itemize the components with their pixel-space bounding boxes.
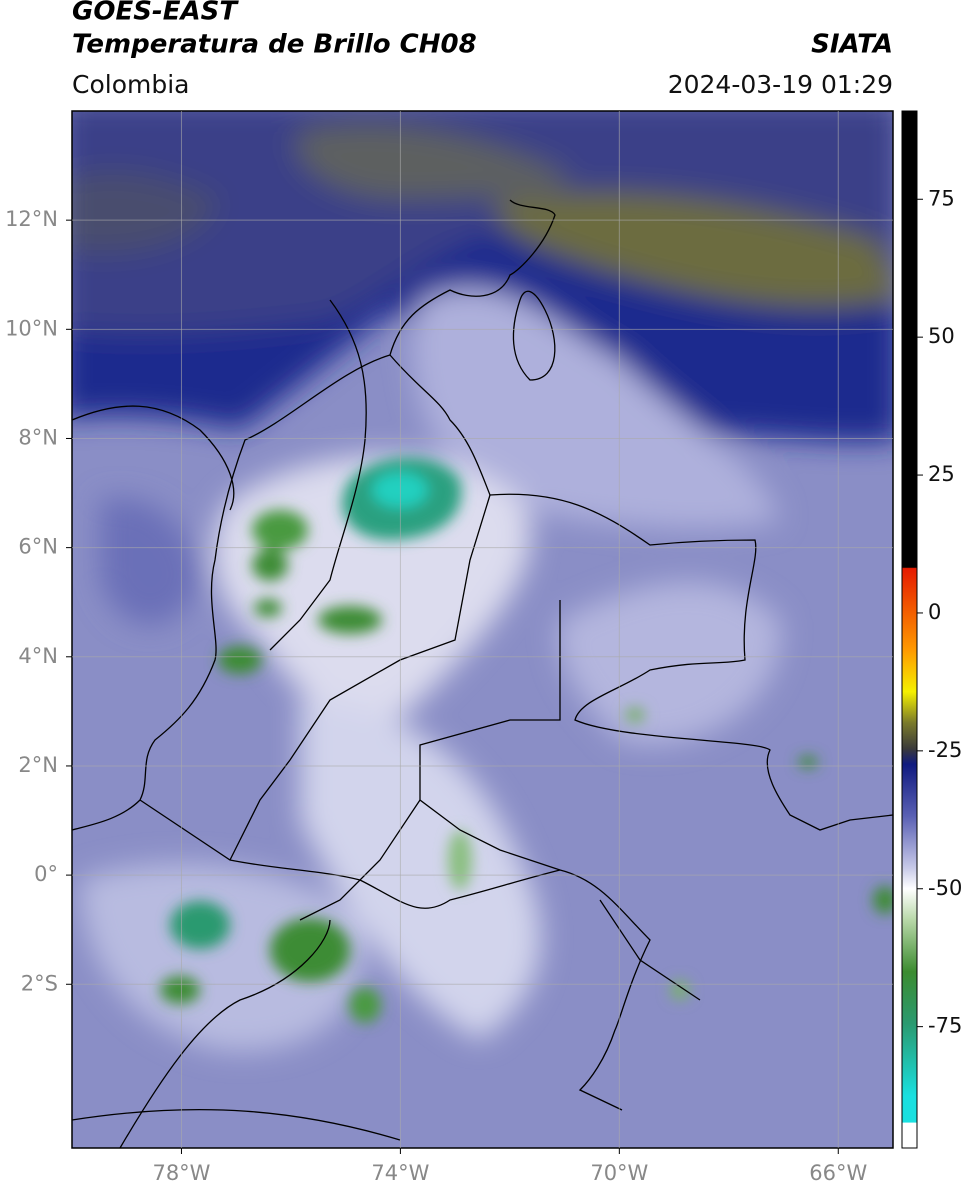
- region: Colombia: [72, 70, 189, 99]
- colorbar-label: -50: [928, 876, 962, 900]
- y-tick-label: 8°N: [18, 425, 58, 449]
- y-tick-label: 2°S: [21, 971, 58, 995]
- y-tick-label: 4°N: [18, 644, 58, 668]
- satellite-image: [72, 111, 893, 1148]
- timestamp: 2024-03-19 01:29: [668, 70, 893, 99]
- y-tick-label: 0°: [34, 862, 58, 886]
- x-tick-label: 70°W: [590, 1161, 648, 1185]
- borders: [72, 199, 893, 1148]
- colorbar-label: -25: [928, 738, 962, 762]
- y-tick-label: 2°N: [18, 753, 58, 777]
- map-frame: [71, 110, 894, 1149]
- colorbar: [901, 110, 918, 1149]
- x-tick-label: 74°W: [371, 1161, 429, 1185]
- y-tick-label: 6°N: [18, 535, 58, 559]
- colorbar-label: -75: [928, 1014, 962, 1038]
- colorbar-label: 50: [928, 324, 955, 348]
- colorbar-label: 75: [928, 186, 955, 210]
- y-tick-label: 12°N: [5, 207, 58, 231]
- satellite: GOES-EAST: [72, 0, 239, 27]
- x-tick-label: 66°W: [809, 1161, 867, 1185]
- colorbar-label: 0: [928, 600, 941, 624]
- source: SIATA: [811, 30, 893, 60]
- x-tick-label: 78°W: [152, 1161, 210, 1185]
- product: Temperatura de Brillo CH08: [72, 30, 477, 60]
- y-tick-label: 10°N: [5, 316, 58, 340]
- colorbar-label: 25: [928, 462, 955, 486]
